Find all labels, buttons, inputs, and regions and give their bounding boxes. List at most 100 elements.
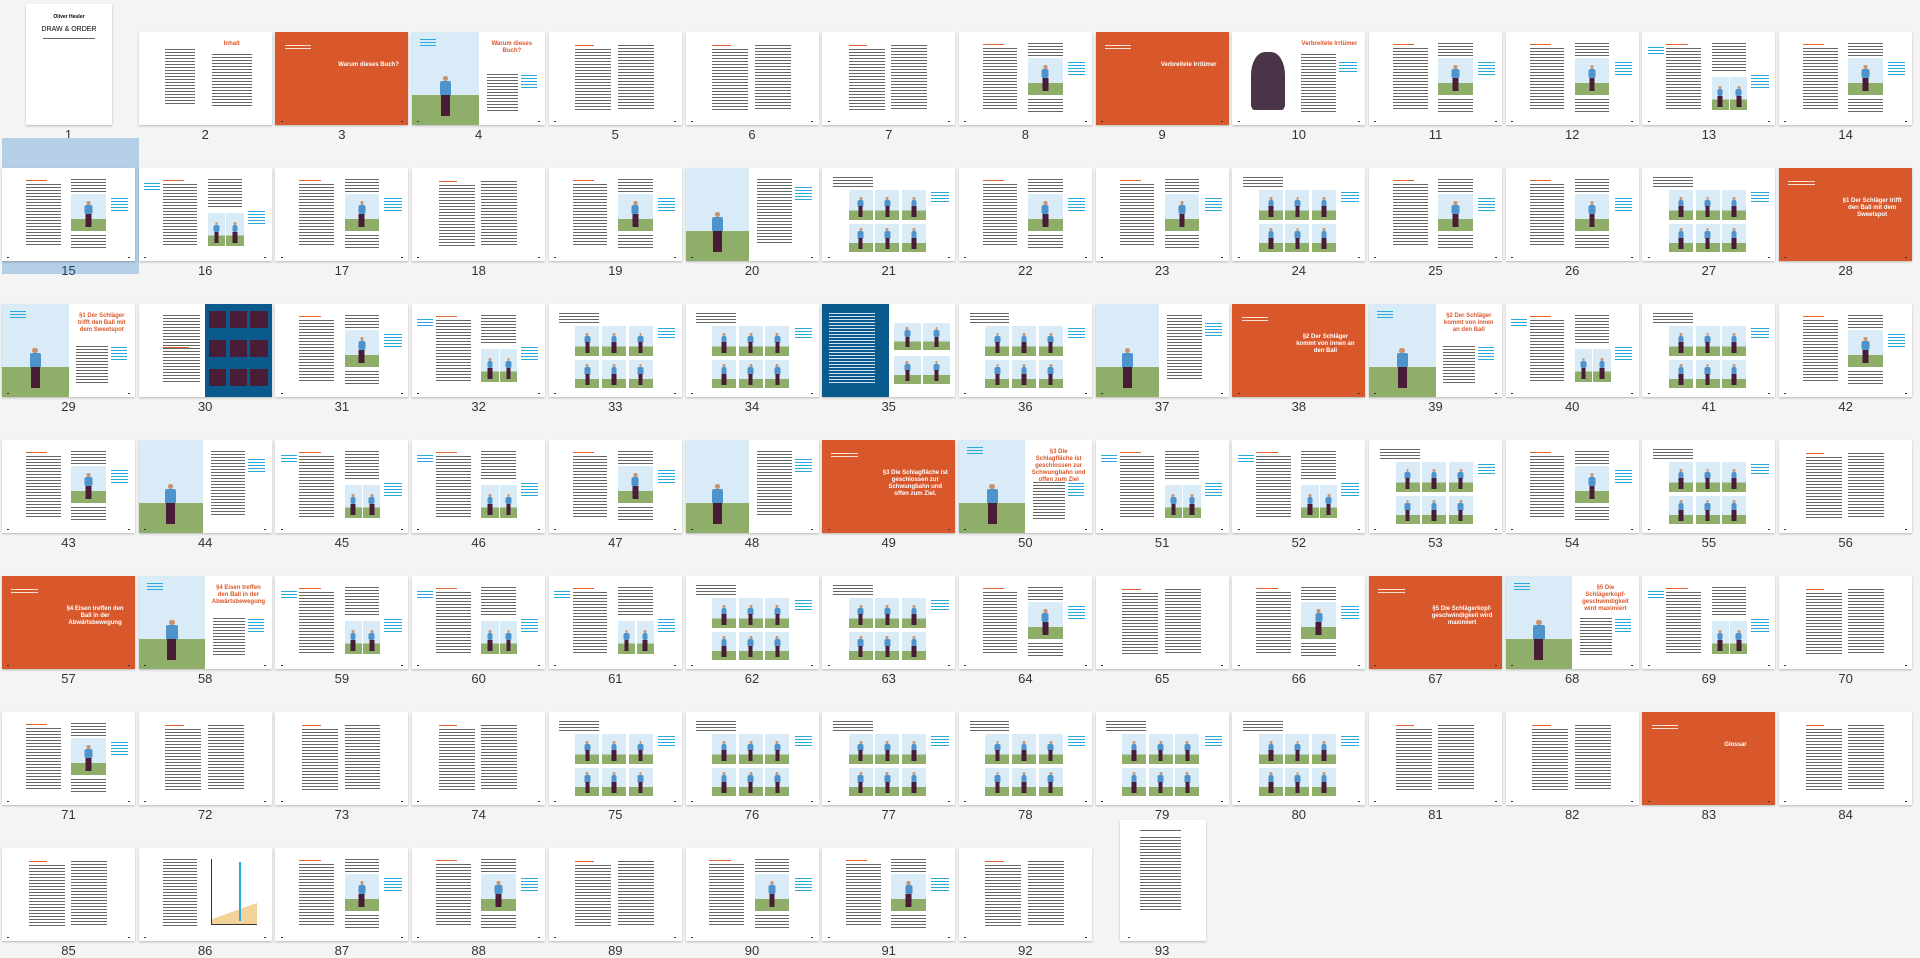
page-thumbnail-34[interactable]: 34 (685, 274, 823, 414)
page-thumbnail-57[interactable]: §4 Eisen treffen den Ball in der Abwärts… (2, 546, 139, 686)
page-preview[interactable] (275, 440, 409, 533)
page-thumbnail-64[interactable]: 64 (958, 546, 1096, 686)
page-thumbnail-63[interactable]: 63 (822, 546, 959, 686)
page-preview[interactable] (958, 32, 1092, 125)
page-preview[interactable]: §3 Die Schlagfläche ist geschlossen zur … (822, 440, 956, 533)
page-thumbnail-91[interactable]: 91 (822, 818, 959, 958)
page-thumbnail-24[interactable]: 24 (1232, 138, 1369, 278)
page-thumbnail-41[interactable]: 41 (1642, 274, 1779, 414)
page-thumbnail-74[interactable]: 74 (412, 682, 549, 822)
page-preview[interactable] (548, 32, 682, 125)
page-preview[interactable] (1642, 32, 1776, 125)
page-preview[interactable] (1779, 440, 1913, 533)
page-thumbnail-16[interactable]: 16 (138, 138, 276, 278)
page-thumbnail-59[interactable]: 59 (275, 546, 412, 686)
page-thumbnail-77[interactable]: 77 (822, 682, 959, 822)
page-preview[interactable] (1095, 712, 1229, 805)
page-thumbnail-13[interactable]: 13 (1642, 2, 1779, 142)
page-preview[interactable] (138, 848, 272, 941)
page-thumbnail-81[interactable]: 81 (1369, 682, 1506, 822)
page-thumbnail-35[interactable]: 35 (822, 274, 959, 414)
page-thumbnail-11[interactable]: 11 (1369, 2, 1506, 142)
page-thumbnail-86[interactable]: 86 (138, 818, 276, 958)
page-preview[interactable] (412, 576, 546, 669)
page-thumbnail-38[interactable]: §2 Der Schläger kommt von innen an den B… (1232, 274, 1369, 414)
page-thumbnail-28[interactable]: §1 Der Schläger trifft den Ball mit dem … (1779, 138, 1916, 278)
page-preview[interactable]: §2 Der Schläger kommt von innen an den B… (1232, 304, 1366, 397)
page-preview[interactable] (275, 304, 409, 397)
page-preview[interactable] (1095, 440, 1229, 533)
page-preview[interactable] (1369, 440, 1502, 533)
page-thumbnail-69[interactable]: 69 (1642, 546, 1779, 686)
page-thumbnail-83[interactable]: Glossar 83 (1642, 682, 1779, 822)
page-thumbnail-45[interactable]: 45 (275, 410, 412, 550)
page-thumbnail-68[interactable]: §5 Die Schlägerkopf-geschwindigkeit wird… (1505, 546, 1643, 686)
page-preview[interactable]: Verbreitete Irrtümer (1232, 32, 1366, 125)
page-thumbnail-14[interactable]: 14 (1779, 2, 1916, 142)
page-thumbnail-12[interactable]: 12 (1505, 2, 1643, 142)
page-preview[interactable] (822, 168, 956, 261)
page-thumbnail-49[interactable]: §3 Die Schlagfläche ist geschlossen zur … (822, 410, 959, 550)
page-preview[interactable] (1642, 304, 1776, 397)
page-thumbnail-31[interactable]: 31 (275, 274, 412, 414)
page-preview[interactable]: §1 Der Schläger trifft den Ball mit dem … (1779, 168, 1913, 261)
page-thumbnail-36[interactable]: 36 (958, 274, 1096, 414)
page-preview[interactable] (685, 576, 819, 669)
page-preview[interactable]: Inhalt (138, 32, 272, 125)
page-thumbnail-40[interactable]: 40 (1505, 274, 1643, 414)
page-preview[interactable]: §4 Eisen treffen den Ball in der Abwärts… (138, 576, 272, 669)
page-preview[interactable] (822, 848, 956, 941)
page-thumbnail-56[interactable]: 56 (1779, 410, 1916, 550)
page-thumbnail-84[interactable]: 84 (1779, 682, 1916, 822)
page-thumbnail-29[interactable]: §1 Der Schläger trifft den Ball mit dem … (2, 274, 139, 414)
page-preview[interactable] (1505, 32, 1639, 125)
page-preview[interactable] (1779, 712, 1913, 805)
page-thumbnail-23[interactable]: 23 (1095, 138, 1233, 278)
page-thumbnail-76[interactable]: 76 (685, 682, 823, 822)
page-preview[interactable] (1779, 304, 1913, 397)
page-thumbnail-52[interactable]: 52 (1232, 410, 1369, 550)
page-thumbnail-37[interactable]: 37 (1095, 274, 1233, 414)
page-thumbnail-62[interactable]: 62 (685, 546, 823, 686)
page-preview[interactable] (1232, 712, 1366, 805)
page-preview[interactable]: §3 Die Schlagfläche ist geschlossen zur … (958, 440, 1092, 533)
page-preview[interactable] (412, 848, 546, 941)
page-thumbnail-75[interactable]: 75 (548, 682, 686, 822)
page-thumbnail-42[interactable]: 42 (1779, 274, 1916, 414)
page-thumbnail-32[interactable]: 32 (412, 274, 549, 414)
page-thumbnail-51[interactable]: 51 (1095, 410, 1233, 550)
page-preview[interactable] (1095, 304, 1229, 397)
page-preview[interactable] (548, 440, 682, 533)
page-preview[interactable]: Glossar (1642, 712, 1776, 805)
page-thumbnail-47[interactable]: 47 (548, 410, 686, 550)
page-thumbnail-61[interactable]: 61 (548, 546, 686, 686)
page-preview[interactable] (275, 712, 409, 805)
page-preview[interactable] (822, 712, 956, 805)
page-thumbnail-89[interactable]: 89 (548, 818, 686, 958)
page-preview[interactable]: §1 Der Schläger trifft den Ball mit dem … (2, 304, 135, 397)
page-thumbnail-3[interactable]: Warum dieses Buch? 3 (275, 2, 412, 142)
page-preview[interactable] (1779, 576, 1913, 669)
page-thumbnail-20[interactable]: 20 (685, 138, 823, 278)
page-preview[interactable]: Warum dieses Buch? (275, 32, 409, 125)
page-preview[interactable] (1505, 712, 1639, 805)
page-thumbnail-15[interactable]: 15 (2, 138, 139, 278)
page-preview[interactable] (1119, 820, 1206, 941)
page-thumbnail-25[interactable]: 25 (1369, 138, 1506, 278)
page-thumbnail-88[interactable]: 88 (412, 818, 549, 958)
page-thumbnail-27[interactable]: 27 (1642, 138, 1779, 278)
page-thumbnail-9[interactable]: Verbreitete Irrtümer 9 (1095, 2, 1233, 142)
page-thumbnail-5[interactable]: 5 (548, 2, 686, 142)
page-preview[interactable]: §4 Eisen treffen den Ball in der Abwärts… (2, 576, 135, 669)
page-thumbnail-22[interactable]: 22 (958, 138, 1096, 278)
page-thumbnail-55[interactable]: 55 (1642, 410, 1779, 550)
page-thumbnail-21[interactable]: 21 (822, 138, 959, 278)
page-preview[interactable] (1369, 712, 1502, 805)
page-preview[interactable] (1232, 576, 1366, 669)
page-preview[interactable] (958, 712, 1092, 805)
page-thumbnail-2[interactable]: Inhalt 2 (138, 2, 276, 142)
page-preview[interactable] (822, 32, 956, 125)
page-thumbnail-8[interactable]: 8 (958, 2, 1096, 142)
page-preview[interactable] (958, 576, 1092, 669)
page-preview[interactable] (548, 848, 682, 941)
